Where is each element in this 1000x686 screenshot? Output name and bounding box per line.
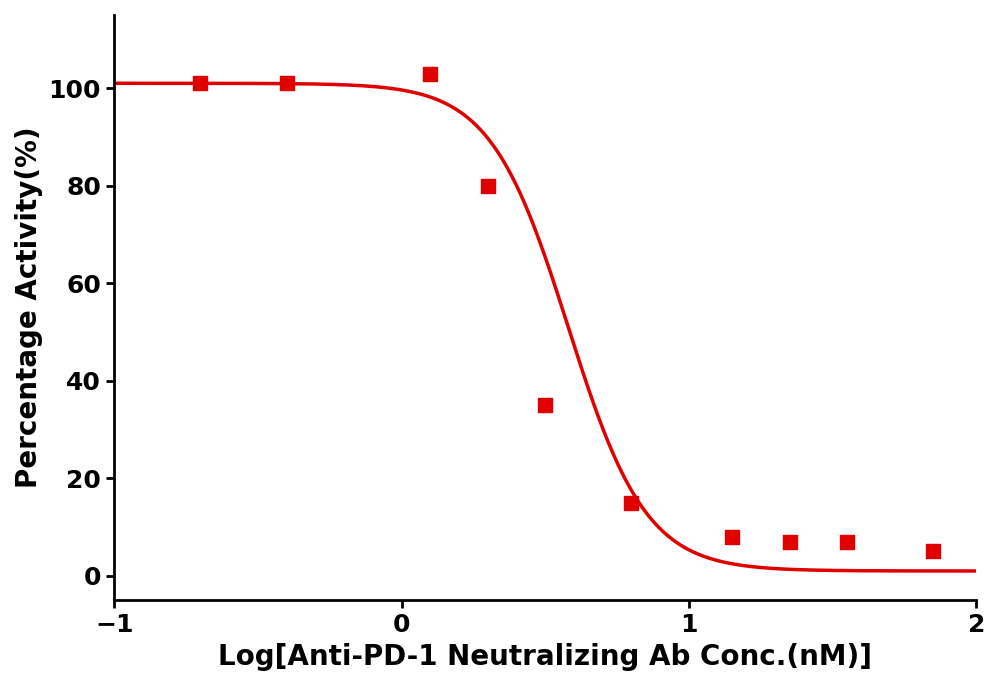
Point <box>782 536 798 547</box>
Point <box>623 497 639 508</box>
Point <box>839 536 855 547</box>
Y-axis label: Percentage Activity(%): Percentage Activity(%) <box>15 127 43 488</box>
Point <box>925 546 941 557</box>
X-axis label: Log[Anti-PD-1 Neutralizing Ab Conc.(nM)]: Log[Anti-PD-1 Neutralizing Ab Conc.(nM)] <box>218 643 872 671</box>
Point <box>724 532 740 543</box>
Point <box>422 68 438 79</box>
Point <box>537 400 553 411</box>
Point <box>480 180 496 191</box>
Point <box>192 78 208 88</box>
Point <box>279 78 295 88</box>
